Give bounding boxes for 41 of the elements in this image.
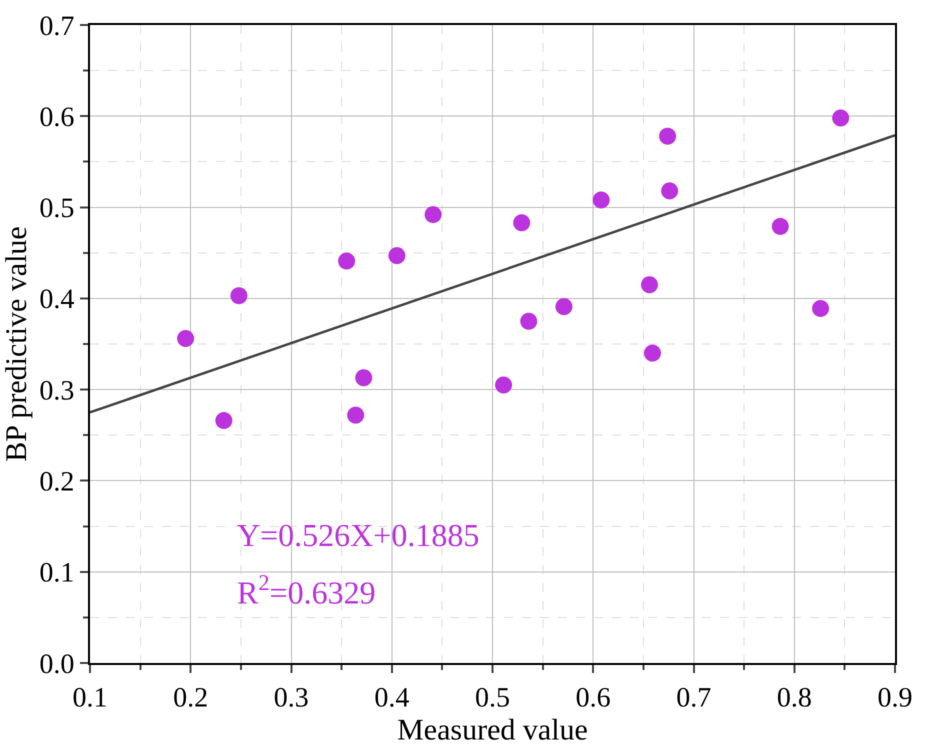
point	[230, 287, 248, 304]
annotation: Y=0.526X+0.1885	[237, 517, 480, 553]
x-tick-label: 0.9	[878, 682, 912, 714]
x-tick-label: 0.6	[576, 682, 611, 714]
x-tick-label: 0.2	[173, 682, 208, 714]
y-tick-label: 0.6	[39, 102, 74, 133]
point	[215, 412, 232, 430]
y-axis-title: BP predictive value	[0, 226, 33, 462]
y-tick-label: 0.3	[39, 375, 74, 406]
point	[659, 128, 676, 145]
point	[661, 182, 678, 200]
y-tick-label: 0.5	[39, 193, 74, 224]
y-tick-label: 0.1	[39, 558, 74, 589]
point	[347, 406, 364, 424]
point	[388, 247, 406, 264]
point	[355, 369, 372, 386]
point	[338, 252, 356, 270]
annotation: R$^{2}$=0.6329	[237, 570, 376, 610]
x-tick-label: 0.1	[72, 682, 108, 714]
point	[520, 312, 538, 330]
point	[832, 109, 850, 126]
y-tick-label: 0.0	[39, 648, 74, 680]
x-tick-label: 0.5	[475, 682, 510, 714]
point	[177, 330, 194, 348]
point	[555, 298, 572, 316]
x-axis-title: Measured value	[397, 714, 588, 747]
point	[424, 206, 442, 224]
point	[812, 300, 830, 317]
y-tick-label: 0.7	[39, 10, 74, 42]
point	[644, 344, 661, 362]
x-tick-label: 0.4	[374, 682, 410, 714]
point	[513, 214, 530, 232]
y-tick-label: 0.4	[39, 284, 74, 316]
x-tick-label: 0.8	[776, 682, 812, 714]
point	[495, 376, 512, 394]
x-tick-label: 0.3	[274, 682, 309, 714]
point	[592, 191, 610, 208]
x-tick-label: 0.7	[676, 682, 712, 714]
point	[772, 218, 789, 235]
point	[640, 276, 658, 294]
y-tick-label: 0.2	[39, 466, 74, 498]
